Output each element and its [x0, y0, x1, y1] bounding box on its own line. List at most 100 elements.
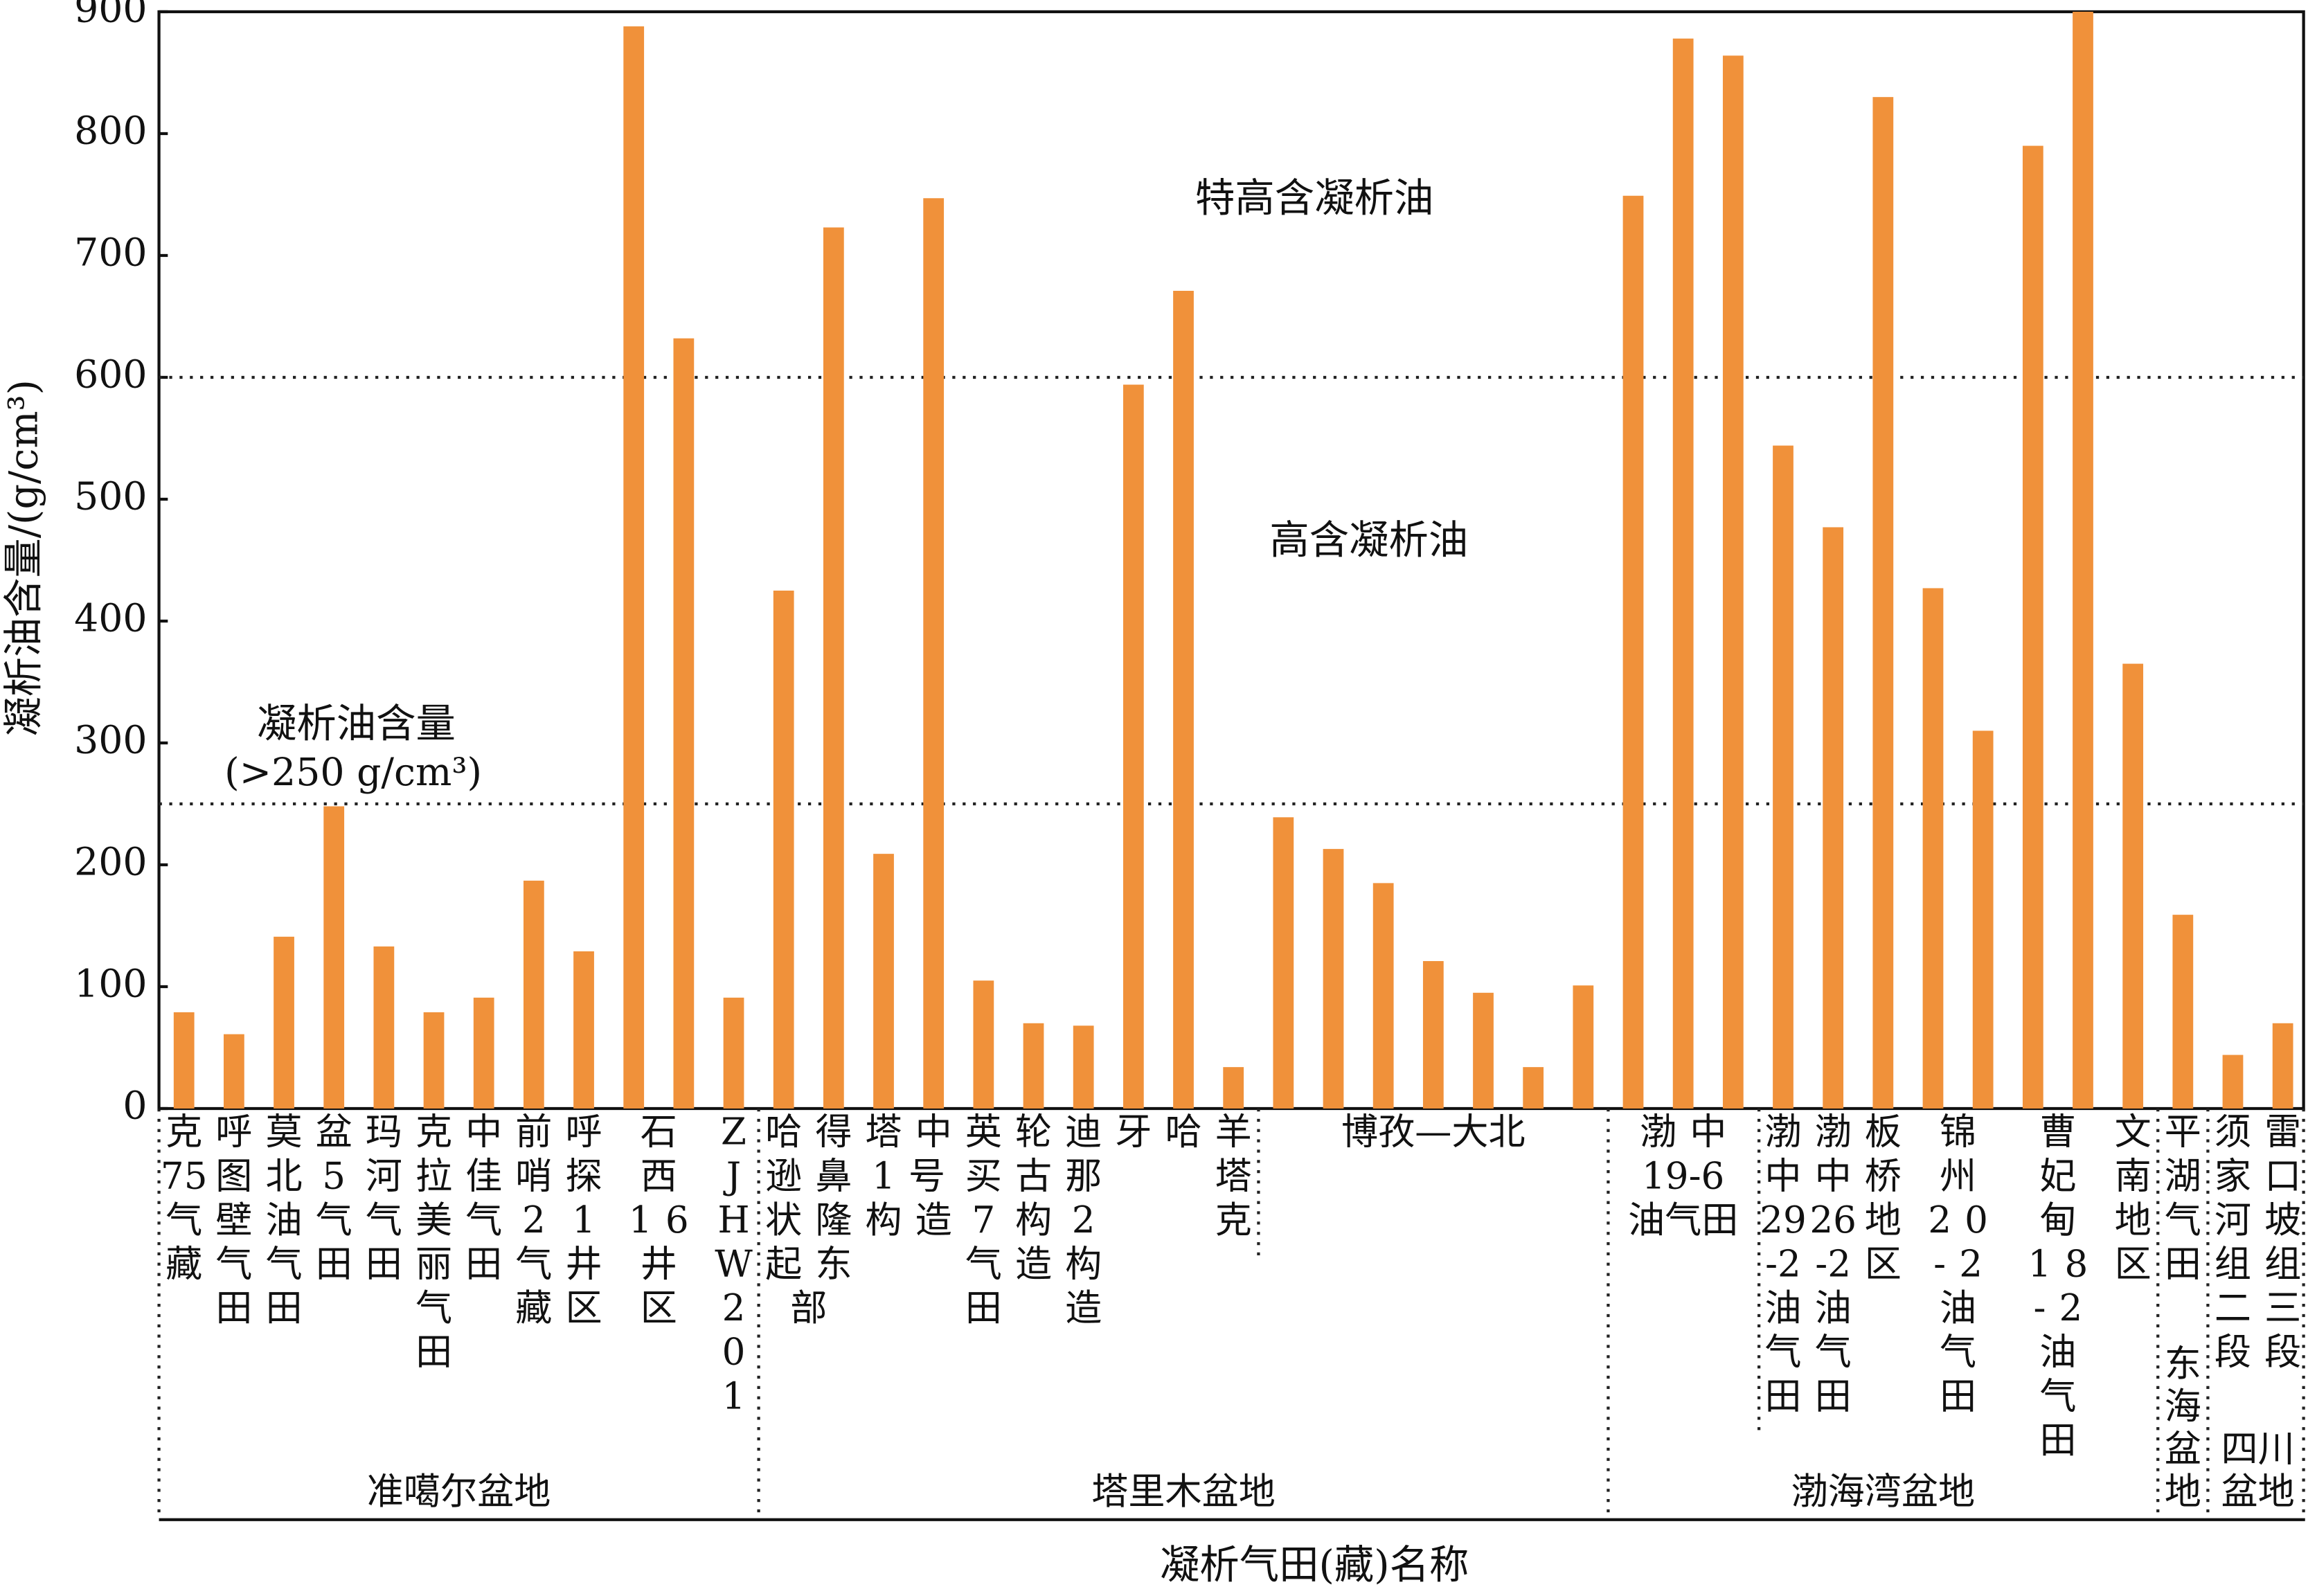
- x-tick-label: 平: [2165, 1111, 2201, 1154]
- x-tick-label: W: [715, 1243, 753, 1286]
- x-tick-label: 18: [2028, 1243, 2102, 1286]
- bar: [573, 951, 594, 1109]
- bar: [1922, 588, 1944, 1109]
- x-tick-label: 妃: [2039, 1154, 2076, 1197]
- x-tick-label: 文: [2115, 1111, 2152, 1154]
- x-tick-label: 美: [415, 1199, 452, 1241]
- x-tick-label: 区: [565, 1286, 602, 1329]
- y-tick-label: 100: [74, 962, 147, 1007]
- x-tick-label: 地: [2115, 1199, 2152, 1241]
- x-tick-label: 造: [1065, 1286, 1102, 1329]
- x-tick-label: 北: [265, 1154, 302, 1197]
- x-tick-label: 田: [215, 1286, 252, 1329]
- x-tick-label: -2: [2033, 1286, 2095, 1329]
- x-tick-label: 哨: [515, 1154, 552, 1197]
- x-tick-label: 田: [265, 1286, 302, 1329]
- y-tick-label: 700: [74, 231, 147, 276]
- x-tick-label: 佳: [465, 1154, 502, 1197]
- y-tick-label: 200: [74, 841, 147, 885]
- x-tick-label: 油气田: [1628, 1199, 1738, 1241]
- bar: [1872, 97, 1894, 1109]
- x-tick-label: 起东: [765, 1243, 866, 1286]
- bar: [873, 854, 894, 1109]
- bar: [773, 590, 794, 1109]
- x-tick-label: 买: [965, 1154, 1002, 1197]
- bar: [323, 806, 345, 1109]
- x-tick-label: 气: [316, 1199, 352, 1241]
- x-tick-label: 气: [515, 1243, 552, 1286]
- x-tick-label: 状隆: [765, 1199, 866, 1241]
- x-tick-label: -2: [1815, 1243, 1851, 1286]
- x-tick-label: 气: [1764, 1331, 1801, 1374]
- basin-label: 东: [2165, 1343, 2201, 1386]
- bar: [1223, 1067, 1244, 1109]
- x-tick-label: 田: [965, 1286, 1002, 1329]
- basin-label: 渤海湾盆地: [1791, 1470, 1976, 1513]
- x-tick-label: 三: [2264, 1286, 2301, 1329]
- annotation: 凝析油含量: [257, 701, 456, 747]
- bar: [1672, 38, 1694, 1109]
- x-tick-label: 二: [2215, 1286, 2251, 1329]
- x-tick-label: 桥: [1865, 1154, 1902, 1197]
- x-tick-label: 玛: [366, 1111, 402, 1154]
- bar: [274, 936, 294, 1109]
- x-tick-label: 中: [465, 1111, 502, 1154]
- x-tick-label: 造: [1015, 1243, 1052, 1286]
- x-tick-label: 田: [1815, 1374, 1852, 1417]
- x-tick-label: 气: [415, 1286, 452, 1329]
- x-tick-label: 19-6: [1642, 1154, 1724, 1197]
- x-tick-label: Z: [721, 1111, 746, 1154]
- x-tick-label: 须: [2215, 1111, 2251, 1154]
- x-tick-label: 地: [1865, 1199, 1902, 1241]
- x-tick-label: 那: [1065, 1154, 1102, 1197]
- x-tick-label: 州: [1940, 1154, 1976, 1197]
- y-tick-label: 600: [74, 353, 147, 397]
- x-tick-label: 构: [1065, 1243, 1102, 1286]
- bar: [1323, 849, 1344, 1109]
- bar: [1773, 445, 1793, 1109]
- bar: [1372, 883, 1394, 1109]
- bar: [523, 880, 544, 1109]
- x-tick-label: 组: [2264, 1243, 2301, 1286]
- x-tick-label: 甸: [2039, 1199, 2076, 1241]
- x-tick-label: 气: [366, 1199, 402, 1241]
- x-tick-label: 田: [1940, 1374, 1976, 1417]
- bar: [823, 227, 844, 1109]
- bar: [623, 26, 645, 1109]
- x-tick-label: 壁: [215, 1199, 252, 1241]
- x-tick-label: 区: [2115, 1243, 2152, 1286]
- x-tick-label: 油: [1764, 1286, 1801, 1329]
- x-tick-label: 塔中: [865, 1111, 965, 1154]
- basin-label: 塔里木盆地: [1091, 1470, 1276, 1513]
- bar: [173, 1012, 195, 1109]
- x-tick-label: 气: [2039, 1374, 2076, 1417]
- x-tick-label: 藏: [166, 1243, 202, 1286]
- x-tick-label: 1: [722, 1374, 746, 1417]
- x-tick-label: 2: [522, 1199, 546, 1241]
- x-tick-label: 盆: [316, 1111, 352, 1154]
- annotation: 高含凝析油: [1269, 517, 1468, 564]
- bar: [1173, 291, 1194, 1109]
- bar: [673, 338, 695, 1109]
- x-tick-label: J: [723, 1154, 741, 1197]
- x-tick-label: 家: [2215, 1154, 2251, 1197]
- x-tick-label: 气: [215, 1243, 252, 1286]
- x-tick-label: 西: [641, 1154, 677, 1197]
- x-tick-label: 羊: [1215, 1111, 1252, 1154]
- x-tick-label: 油: [2039, 1331, 2076, 1374]
- x-tick-label: 牙哈: [1115, 1111, 1215, 1154]
- bar: [723, 997, 744, 1109]
- x-tick-label: 古: [1015, 1154, 1052, 1197]
- x-tick-label: 曹: [2039, 1111, 2076, 1154]
- x-tick-label: 图: [215, 1154, 252, 1197]
- x-tick-label: 英: [965, 1111, 1002, 1154]
- x-tick-label: 坡: [2264, 1199, 2301, 1241]
- x-tick-label: 井: [641, 1243, 677, 1286]
- x-tick-label: H: [717, 1199, 749, 1241]
- x-tick-label: 哈得: [765, 1111, 866, 1154]
- x-tick-label: 油: [265, 1199, 302, 1241]
- bar: [1073, 1025, 1094, 1109]
- x-tick-label: 藏: [515, 1286, 552, 1329]
- y-tick-label: 800: [74, 109, 147, 154]
- x-tick-label: 河: [366, 1154, 402, 1197]
